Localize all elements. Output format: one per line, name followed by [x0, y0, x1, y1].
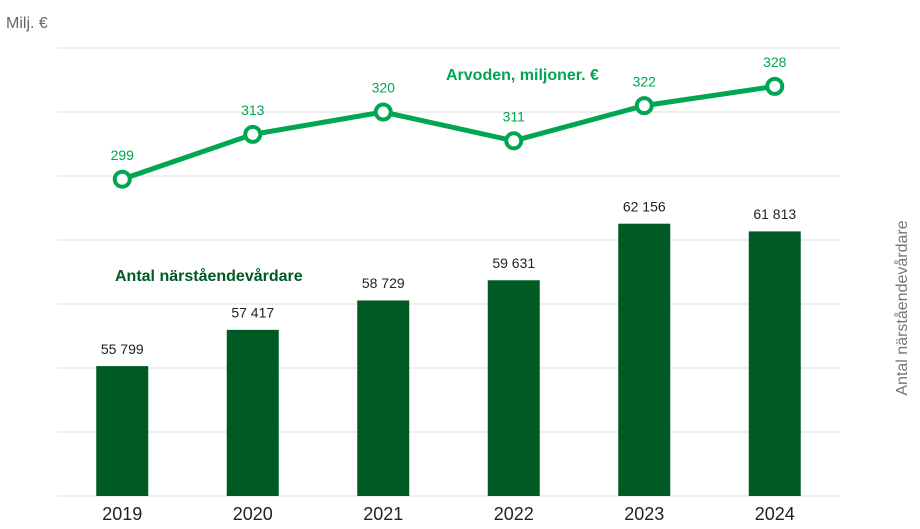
line-marker	[765, 76, 785, 96]
data-label: 311	[503, 109, 526, 125]
data-label: 313	[241, 102, 265, 118]
y2-axis-label: Antal närståendevårdare	[893, 220, 911, 395]
x-tick-label: 2023	[624, 504, 664, 524]
line-marker	[112, 169, 132, 189]
data-label: 299	[111, 147, 135, 163]
bar	[96, 366, 149, 496]
line-series-label: Arvoden, miljoner. €	[446, 67, 599, 84]
data-label: 59 631	[492, 255, 535, 271]
line-marker	[634, 96, 654, 116]
line-marker	[373, 102, 393, 122]
data-label: 62 156	[623, 198, 666, 214]
y-axis-label: Milj. €	[6, 15, 48, 32]
line-marker	[504, 131, 524, 151]
x-tick-label: 2021	[363, 504, 403, 524]
data-label: 55 799	[101, 341, 144, 357]
bar	[618, 223, 671, 496]
line	[121, 83, 776, 182]
x-tick-label: 2022	[494, 504, 534, 524]
line-marker	[243, 124, 263, 144]
x-tick-label: 2019	[102, 504, 142, 524]
data-label: 320	[372, 80, 396, 96]
data-label: 61 813	[753, 206, 796, 222]
x-tick-label: 2024	[755, 504, 795, 524]
bar-series-label: Antal närståendevårdare	[115, 268, 303, 285]
data-label: 58 729	[362, 275, 405, 291]
data-label: 328	[763, 54, 787, 70]
bar	[357, 300, 410, 496]
bar	[487, 280, 540, 496]
x-tick-label: 2020	[233, 504, 273, 524]
bar	[226, 329, 279, 496]
data-label: 57 417	[231, 305, 274, 321]
data-label: 322	[633, 73, 657, 89]
bar	[748, 231, 801, 496]
